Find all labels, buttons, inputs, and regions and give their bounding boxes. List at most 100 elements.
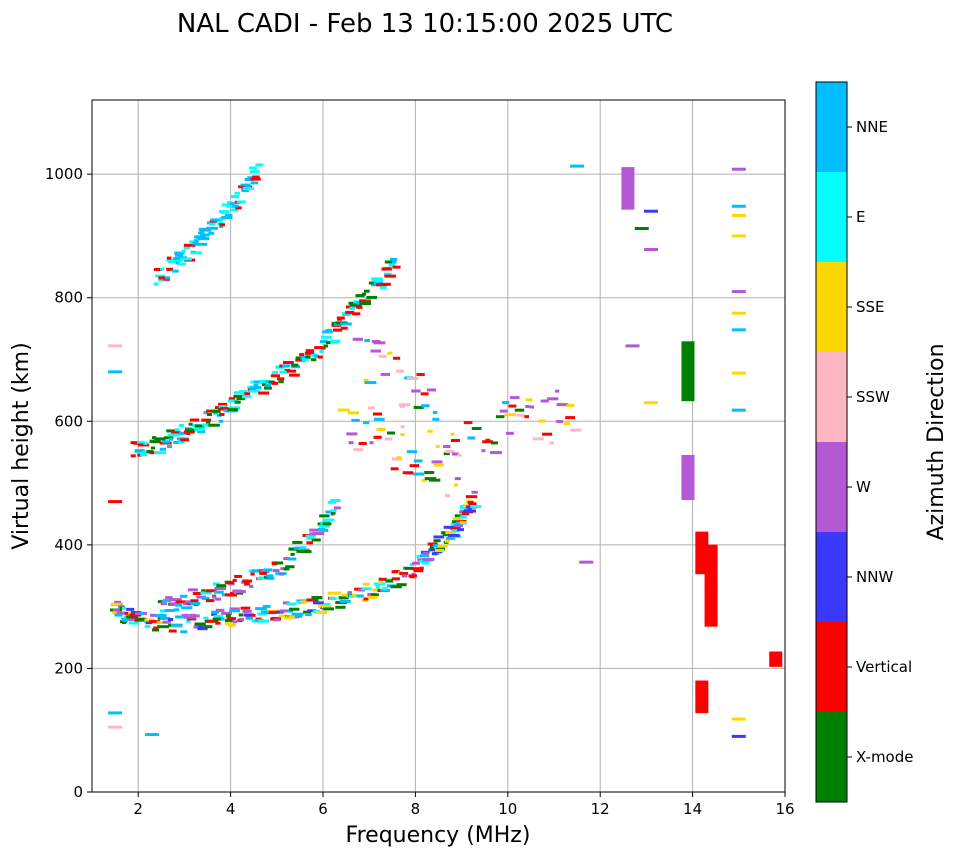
data-point — [413, 459, 423, 463]
data-point — [149, 440, 161, 444]
data-point — [695, 531, 709, 535]
data-point — [695, 690, 709, 694]
data-point — [431, 552, 438, 556]
data-point — [681, 393, 695, 397]
data-point — [695, 695, 709, 699]
data-point — [180, 257, 193, 261]
data-point — [325, 328, 332, 332]
data-point — [236, 397, 246, 401]
data-point — [159, 609, 166, 613]
data-point — [173, 440, 180, 444]
data-point — [556, 403, 569, 407]
data-point — [363, 421, 370, 425]
data-point — [229, 592, 235, 596]
data-point — [453, 483, 459, 487]
data-point — [203, 625, 213, 629]
data-point — [346, 432, 358, 436]
data-point — [644, 209, 659, 213]
data-point — [529, 405, 535, 409]
data-point — [695, 551, 709, 555]
data-point — [769, 651, 783, 655]
data-point — [172, 258, 182, 262]
data-point — [108, 500, 123, 504]
data-point — [235, 206, 242, 210]
data-point — [128, 617, 138, 621]
data-point — [704, 606, 718, 610]
data-point — [233, 208, 239, 212]
data-point — [355, 294, 365, 298]
data-point — [175, 615, 187, 619]
data-point — [704, 601, 718, 605]
data-point — [185, 619, 191, 623]
data-point — [190, 614, 200, 618]
data-point — [306, 536, 313, 540]
data-point — [139, 611, 145, 615]
data-point — [171, 623, 183, 627]
data-point — [681, 482, 695, 486]
data-point — [167, 433, 180, 437]
data-point — [336, 316, 345, 320]
data-point — [371, 283, 377, 287]
data-point — [372, 278, 383, 282]
data-point — [372, 412, 383, 416]
data-point — [185, 428, 196, 432]
data-point — [363, 597, 369, 601]
data-point — [378, 577, 387, 581]
data-point — [457, 453, 462, 457]
data-point — [409, 464, 420, 468]
data-point — [249, 170, 260, 174]
data-point — [416, 373, 425, 377]
data-point — [166, 267, 174, 271]
colorbar-cell — [816, 352, 847, 442]
data-point — [257, 612, 267, 616]
data-point — [681, 385, 695, 389]
data-point — [384, 260, 393, 264]
data-point — [481, 449, 486, 453]
data-point — [318, 524, 330, 528]
data-point — [212, 409, 221, 413]
data-point — [387, 351, 393, 355]
colorbar-cell — [816, 82, 847, 172]
data-point — [226, 617, 236, 621]
data-point — [444, 539, 451, 543]
data-point — [229, 607, 240, 611]
data-point — [288, 547, 298, 551]
data-point — [183, 246, 191, 250]
colorbar-cell — [816, 442, 847, 532]
data-point — [681, 497, 695, 501]
data-point — [319, 528, 329, 532]
data-point — [490, 451, 502, 455]
data-point — [323, 344, 329, 348]
data-point — [416, 554, 423, 558]
data-point — [347, 591, 352, 595]
data-point — [681, 353, 695, 357]
data-point — [319, 514, 330, 518]
data-point — [273, 618, 280, 622]
data-point — [325, 510, 332, 514]
data-point — [304, 355, 311, 359]
data-point — [704, 591, 718, 595]
data-point — [206, 409, 217, 413]
data-point — [411, 572, 416, 576]
data-point — [268, 610, 280, 614]
data-point — [190, 599, 199, 603]
data-point — [164, 276, 171, 280]
data-point — [621, 191, 635, 195]
data-point — [704, 561, 718, 565]
data-point — [175, 600, 187, 604]
data-point — [234, 191, 240, 195]
data-point — [201, 596, 210, 600]
colorbar-cell — [816, 262, 847, 352]
data-point — [174, 428, 180, 432]
data-point — [199, 233, 210, 237]
data-point — [190, 251, 203, 255]
data-point — [239, 617, 245, 621]
data-point — [366, 295, 378, 299]
data-point — [406, 450, 418, 454]
data-point — [704, 581, 718, 585]
data-point — [538, 419, 546, 423]
data-point — [271, 381, 279, 385]
data-point — [380, 588, 390, 592]
data-point — [451, 438, 460, 442]
data-point — [350, 303, 362, 307]
